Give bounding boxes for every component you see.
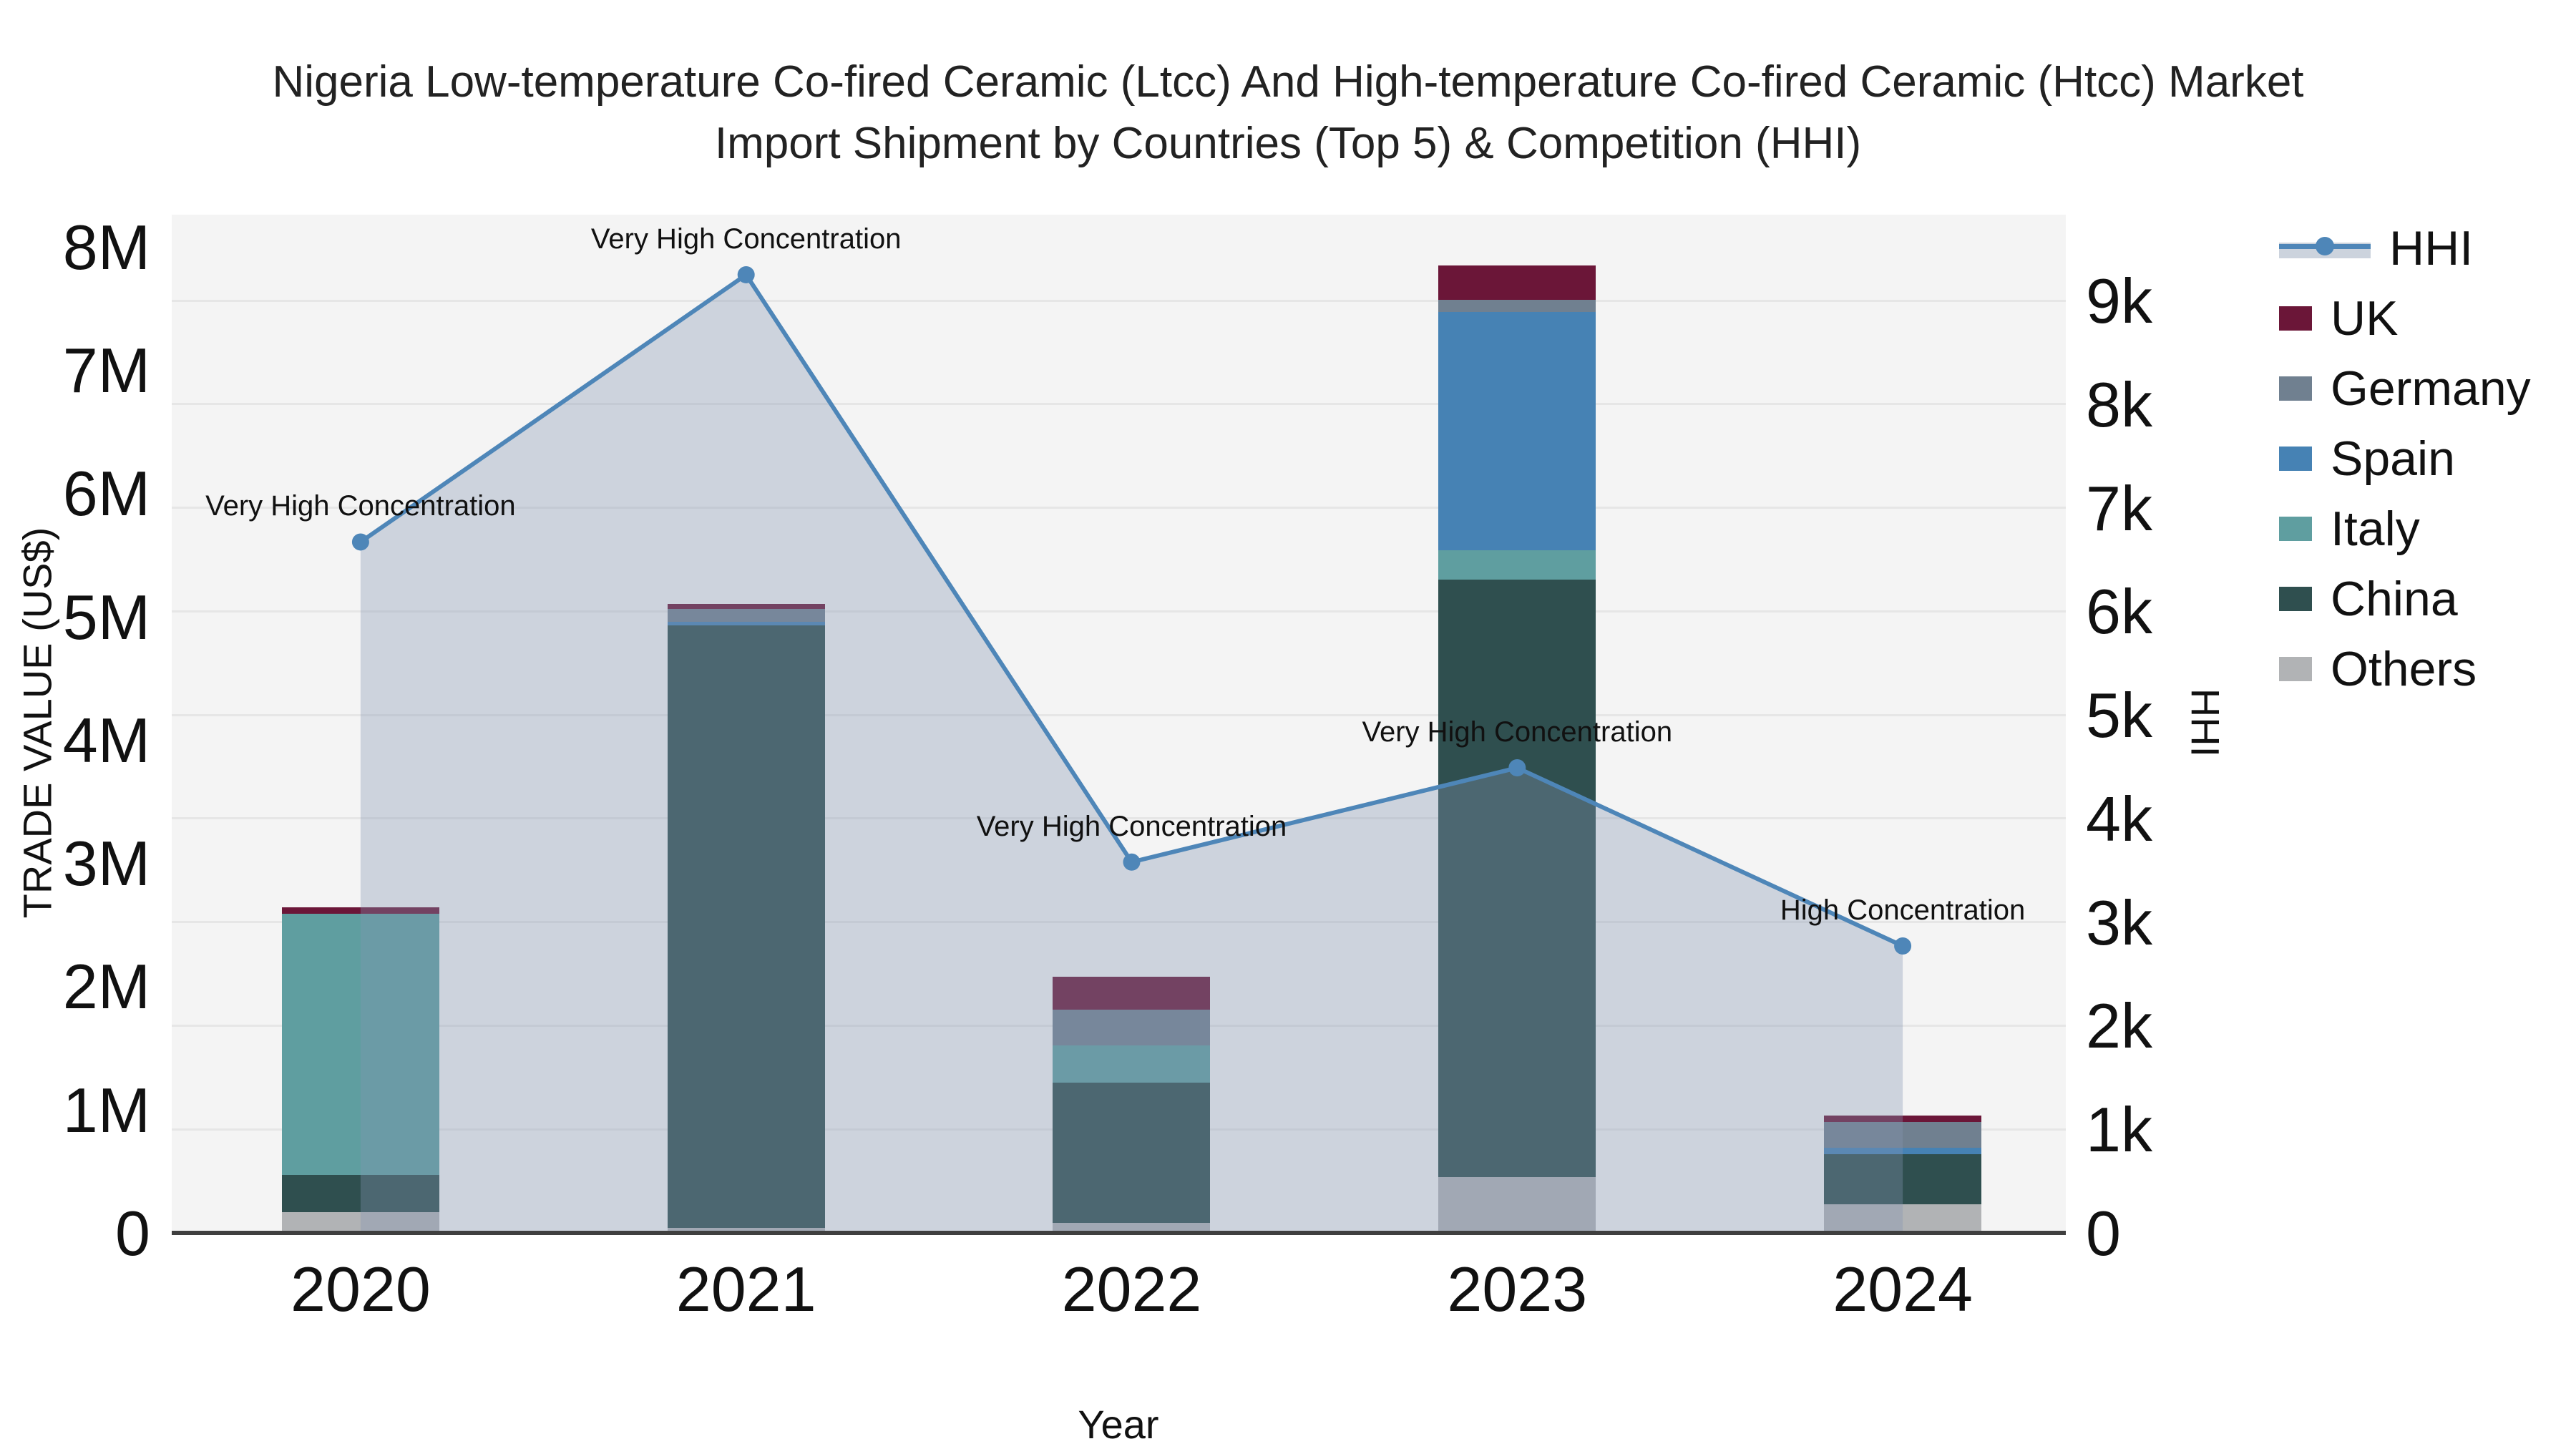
bar-segment-2021-germany[interactable] xyxy=(667,609,825,622)
hhi-legend-glyph xyxy=(2279,234,2371,263)
bar-2022[interactable] xyxy=(1053,976,1211,1233)
chart-title: Nigeria Low-temperature Co-fired Ceramic… xyxy=(0,52,2576,174)
annotation-2021: Very High Concentration xyxy=(590,223,902,255)
bar-segment-2023-china[interactable] xyxy=(1438,579,1596,1178)
y2-axis-title: HHI xyxy=(2182,688,2228,758)
y2-tick-0: 0 xyxy=(2086,1198,2121,1269)
bar-segment-2024-spain[interactable] xyxy=(1824,1148,1982,1154)
legend-swatch-china xyxy=(2279,587,2312,611)
y-axis-title: TRADE VALUE (US$) xyxy=(14,527,60,919)
bar-segment-2022-germany[interactable] xyxy=(1053,1010,1211,1046)
y2-tick-5k: 5k xyxy=(2086,680,2152,751)
bar-2024[interactable] xyxy=(1824,1116,1982,1233)
y2-tick-6k: 6k xyxy=(2086,576,2152,648)
x-tick-2020: 2020 xyxy=(291,1254,431,1324)
gridline xyxy=(172,713,2066,716)
bar-segment-2023-germany[interactable] xyxy=(1438,299,1596,313)
bar-segment-2024-china[interactable] xyxy=(1824,1153,1982,1205)
y2-tick-1k: 1k xyxy=(2086,1094,2152,1166)
y-tick-6M: 6M xyxy=(62,458,150,530)
legend-swatch-italy xyxy=(2279,517,2312,541)
bar-2020[interactable] xyxy=(281,907,439,1233)
annotation-2020: Very High Concentration xyxy=(205,490,516,522)
bar-segment-2020-china[interactable] xyxy=(281,1175,439,1212)
bar-segment-2023-spain[interactable] xyxy=(1438,312,1596,550)
bar-segment-2022-italy[interactable] xyxy=(1053,1045,1211,1083)
bar-segment-2021-others[interactable] xyxy=(667,1228,825,1233)
legend-item-germany[interactable]: Germany xyxy=(2279,361,2531,416)
legend-swatch-uk xyxy=(2279,306,2312,331)
y2-tick-7k: 7k xyxy=(2086,472,2152,544)
hhi-legend-marker xyxy=(2316,237,2334,255)
x-axis-title: Year xyxy=(1078,1402,1159,1447)
y-tick-0: 0 xyxy=(115,1198,150,1269)
y-tick-8M: 8M xyxy=(62,211,150,283)
bar-segment-2022-china[interactable] xyxy=(1053,1082,1211,1224)
y-tick-3M: 3M xyxy=(62,828,150,899)
annotation-2023: Very High Concentration xyxy=(1362,716,1673,748)
bar-segment-2021-uk[interactable] xyxy=(667,604,825,610)
x-axis-line xyxy=(172,1231,2066,1235)
y-tick-1M: 1M xyxy=(62,1074,150,1146)
bar-segment-2020-others[interactable] xyxy=(281,1211,439,1233)
bar-segment-2021-china[interactable] xyxy=(667,625,825,1229)
annotation-2022: Very High Concentration xyxy=(976,810,1287,842)
legend-item-spain[interactable]: Spain xyxy=(2279,431,2531,486)
bar-segment-2020-italy[interactable] xyxy=(281,913,439,1176)
legend-label-italy: Italy xyxy=(2331,502,2420,556)
y2-tick-9k: 9k xyxy=(2086,265,2152,337)
gridline xyxy=(172,403,2066,406)
bar-segment-2022-uk[interactable] xyxy=(1053,976,1211,1010)
annotation-2024: High Concentration xyxy=(1780,894,2026,926)
bar-segment-2024-uk[interactable] xyxy=(1824,1116,1982,1122)
bar-segment-2024-germany[interactable] xyxy=(1824,1121,1982,1148)
legend-swatch-germany xyxy=(2279,376,2312,401)
hhi-marker-2022[interactable] xyxy=(1123,853,1141,871)
gridline xyxy=(172,299,2066,302)
y2-tick-4k: 4k xyxy=(2086,783,2152,854)
legend-item-others[interactable]: Others xyxy=(2279,642,2531,696)
bar-segment-2024-others[interactable] xyxy=(1824,1204,1982,1233)
plot-area: Very High Concentration Very High Concent… xyxy=(172,215,2066,1235)
chart-title-line2: Import Shipment by Countries (Top 5) & C… xyxy=(714,118,1862,168)
y-tick-7M: 7M xyxy=(62,335,150,406)
y-tick-5M: 5M xyxy=(62,581,150,653)
legend-label-hhi: HHI xyxy=(2389,221,2474,275)
x-tick-2021: 2021 xyxy=(675,1254,816,1324)
bar-2021[interactable] xyxy=(667,604,825,1233)
legend-item-uk[interactable]: UK xyxy=(2279,291,2531,346)
y-tick-2M: 2M xyxy=(62,951,150,1023)
hhi-marker-2020[interactable] xyxy=(351,533,369,551)
legend-swatch-others xyxy=(2279,657,2312,681)
x-tick-2022: 2022 xyxy=(1061,1254,1202,1324)
hhi-marker-2021[interactable] xyxy=(737,265,755,283)
y-tick-4M: 4M xyxy=(62,704,150,776)
y2-tick-3k: 3k xyxy=(2086,887,2152,958)
legend-item-italy[interactable]: Italy xyxy=(2279,502,2531,556)
bar-segment-2023-italy[interactable] xyxy=(1438,550,1596,580)
y2-tick-2k: 2k xyxy=(2086,990,2152,1062)
legend-label-uk: UK xyxy=(2331,291,2399,346)
legend-label-others: Others xyxy=(2331,642,2477,696)
legend-swatch-spain xyxy=(2279,447,2312,471)
legend-item-hhi[interactable]: HHI xyxy=(2279,221,2531,275)
bar-segment-2022-others[interactable] xyxy=(1053,1223,1211,1233)
bar-segment-2023-uk[interactable] xyxy=(1438,265,1596,300)
legend-label-germany: Germany xyxy=(2331,361,2531,416)
x-tick-2024: 2024 xyxy=(1833,1254,1973,1324)
hhi-marker-2024[interactable] xyxy=(1894,937,1912,955)
legend: HHI UK Germany Spain Italy China Others xyxy=(2279,221,2531,716)
gridline xyxy=(172,610,2066,613)
y2-tick-8k: 8k xyxy=(2086,369,2152,440)
legend-item-china[interactable]: China xyxy=(2279,572,2531,626)
legend-label-china: China xyxy=(2331,572,2458,626)
bar-segment-2020-uk[interactable] xyxy=(281,907,439,914)
bar-segment-2023-others[interactable] xyxy=(1438,1177,1596,1233)
x-tick-2023: 2023 xyxy=(1447,1254,1588,1324)
chart-title-line1: Nigeria Low-temperature Co-fired Ceramic… xyxy=(272,57,2304,107)
legend-label-spain: Spain xyxy=(2331,431,2455,486)
bar-2023[interactable] xyxy=(1438,265,1596,1233)
